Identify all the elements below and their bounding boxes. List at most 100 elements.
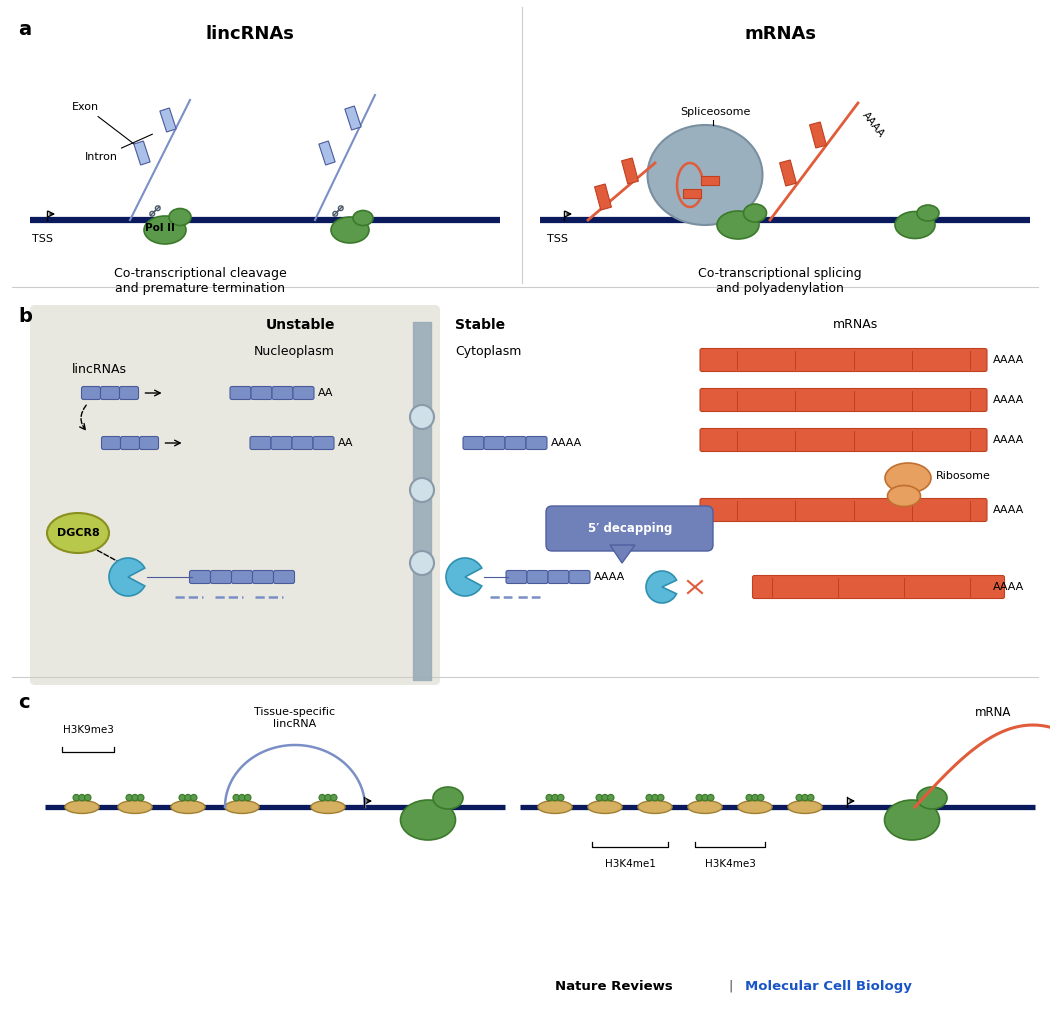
Ellipse shape [131, 794, 139, 801]
Ellipse shape [65, 801, 99, 814]
Text: Nucleoplasm: Nucleoplasm [254, 345, 335, 358]
FancyBboxPatch shape [293, 386, 314, 400]
FancyBboxPatch shape [527, 571, 548, 583]
Ellipse shape [319, 794, 326, 801]
Ellipse shape [608, 794, 614, 801]
Text: lincRNAs: lincRNAs [206, 25, 294, 43]
Ellipse shape [807, 794, 814, 801]
Ellipse shape [118, 801, 152, 814]
Ellipse shape [538, 801, 572, 814]
Text: |: | [728, 980, 733, 993]
Ellipse shape [752, 794, 758, 801]
Text: Molecular Cell Biology: Molecular Cell Biology [746, 980, 911, 993]
Ellipse shape [47, 512, 109, 554]
Text: AAAA: AAAA [551, 438, 583, 448]
Polygon shape [701, 175, 719, 184]
Text: H3K9me3: H3K9me3 [63, 725, 113, 735]
FancyBboxPatch shape [82, 386, 101, 400]
Polygon shape [594, 183, 611, 210]
Ellipse shape [410, 551, 434, 575]
Text: AAAA: AAAA [594, 572, 625, 582]
Text: Stable: Stable [455, 318, 505, 332]
Ellipse shape [353, 210, 373, 226]
Text: Tissue-specific
lincRNA: Tissue-specific lincRNA [254, 707, 336, 729]
Text: Unstable: Unstable [266, 318, 335, 332]
Ellipse shape [696, 794, 702, 801]
Text: AA: AA [318, 388, 334, 398]
Text: Spliceosome: Spliceosome [679, 107, 750, 117]
Wedge shape [646, 571, 676, 603]
Ellipse shape [884, 800, 940, 840]
FancyBboxPatch shape [313, 437, 334, 450]
Text: DGCR8: DGCR8 [57, 528, 100, 538]
FancyBboxPatch shape [210, 571, 231, 583]
Ellipse shape [646, 794, 652, 801]
Ellipse shape [757, 794, 764, 801]
Ellipse shape [717, 211, 759, 239]
FancyBboxPatch shape [569, 571, 590, 583]
Polygon shape [344, 106, 361, 130]
Ellipse shape [701, 794, 709, 801]
Text: Nature Reviews: Nature Reviews [555, 980, 673, 993]
Polygon shape [319, 141, 335, 165]
Ellipse shape [79, 794, 85, 801]
Ellipse shape [225, 801, 259, 814]
FancyBboxPatch shape [700, 388, 987, 411]
Text: AAAA: AAAA [993, 395, 1024, 405]
Ellipse shape [596, 794, 603, 801]
FancyBboxPatch shape [548, 571, 569, 583]
Ellipse shape [688, 801, 722, 814]
Text: H3K4me3: H3K4me3 [705, 859, 755, 869]
Ellipse shape [400, 800, 456, 840]
Text: AAAA: AAAA [993, 582, 1024, 592]
Polygon shape [610, 545, 635, 563]
Ellipse shape [331, 794, 337, 801]
FancyBboxPatch shape [140, 437, 159, 450]
FancyBboxPatch shape [230, 386, 251, 400]
Ellipse shape [895, 211, 934, 239]
Ellipse shape [657, 794, 664, 801]
FancyBboxPatch shape [102, 437, 121, 450]
Ellipse shape [546, 794, 552, 801]
FancyBboxPatch shape [101, 386, 120, 400]
Ellipse shape [410, 405, 434, 429]
FancyBboxPatch shape [700, 428, 987, 451]
FancyBboxPatch shape [526, 437, 547, 450]
Text: Cytoplasm: Cytoplasm [455, 345, 522, 358]
Ellipse shape [245, 794, 251, 801]
Ellipse shape [74, 794, 80, 801]
Ellipse shape [233, 794, 239, 801]
FancyBboxPatch shape [231, 571, 252, 583]
Text: Exon: Exon [72, 102, 135, 146]
Ellipse shape [238, 794, 246, 801]
Ellipse shape [588, 801, 622, 814]
FancyBboxPatch shape [189, 571, 210, 583]
Ellipse shape [171, 801, 205, 814]
Text: AAAA: AAAA [993, 505, 1024, 515]
Polygon shape [682, 189, 701, 198]
Text: Co-transcriptional cleavage
and premature termination: Co-transcriptional cleavage and prematur… [113, 266, 287, 295]
Ellipse shape [190, 794, 197, 801]
Text: H3K4me1: H3K4me1 [605, 859, 655, 869]
FancyBboxPatch shape [506, 571, 527, 583]
Polygon shape [160, 108, 176, 132]
Ellipse shape [311, 801, 345, 814]
Wedge shape [446, 558, 482, 596]
Ellipse shape [788, 801, 822, 814]
Ellipse shape [84, 794, 91, 801]
Ellipse shape [602, 794, 608, 801]
FancyBboxPatch shape [250, 437, 271, 450]
Ellipse shape [185, 794, 191, 801]
Ellipse shape [324, 794, 331, 801]
FancyBboxPatch shape [292, 437, 313, 450]
Ellipse shape [138, 794, 144, 801]
Text: AAAA: AAAA [993, 355, 1024, 365]
Polygon shape [779, 160, 796, 186]
Text: Ribosome: Ribosome [936, 472, 991, 481]
Text: 5′ decapping: 5′ decapping [588, 522, 672, 535]
FancyBboxPatch shape [252, 571, 273, 583]
Ellipse shape [917, 205, 939, 221]
Text: AAAA: AAAA [993, 435, 1024, 445]
Ellipse shape [178, 794, 186, 801]
FancyBboxPatch shape [120, 386, 139, 400]
